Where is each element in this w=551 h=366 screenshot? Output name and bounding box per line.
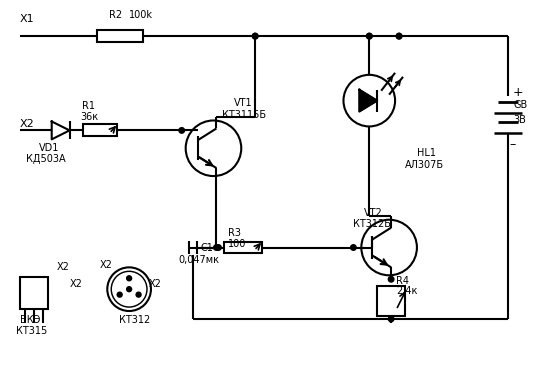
Text: 3В: 3В bbox=[513, 115, 526, 124]
Text: R3: R3 bbox=[228, 228, 241, 238]
Text: Х2: Х2 bbox=[149, 279, 162, 289]
Circle shape bbox=[127, 287, 132, 292]
Circle shape bbox=[350, 245, 356, 250]
Circle shape bbox=[179, 128, 185, 133]
Text: R4: R4 bbox=[396, 276, 409, 286]
Text: 0,047мк: 0,047мк bbox=[179, 255, 220, 265]
Text: КТ312Б: КТ312Б bbox=[353, 219, 391, 229]
Circle shape bbox=[366, 33, 372, 39]
Polygon shape bbox=[359, 90, 377, 112]
Text: КТ3115Б: КТ3115Б bbox=[223, 109, 267, 120]
Bar bbox=[224, 242, 262, 254]
Circle shape bbox=[388, 316, 394, 322]
Circle shape bbox=[215, 245, 221, 250]
Text: +: + bbox=[512, 86, 523, 99]
Text: C1: C1 bbox=[201, 243, 213, 253]
Circle shape bbox=[388, 276, 394, 282]
Text: АЛ307Б: АЛ307Б bbox=[405, 160, 444, 170]
Polygon shape bbox=[52, 122, 69, 139]
Circle shape bbox=[361, 220, 417, 275]
Text: X1: X1 bbox=[20, 14, 35, 24]
Text: –: – bbox=[509, 138, 516, 152]
Text: VT2: VT2 bbox=[364, 208, 383, 218]
Text: HL1: HL1 bbox=[417, 148, 436, 158]
Bar bbox=[377, 286, 405, 316]
Text: 36к: 36к bbox=[80, 112, 99, 122]
Text: КТ315: КТ315 bbox=[16, 326, 47, 336]
Text: КД503А: КД503А bbox=[26, 154, 66, 164]
Bar bbox=[83, 124, 117, 137]
Circle shape bbox=[117, 292, 122, 297]
Circle shape bbox=[252, 33, 258, 39]
Circle shape bbox=[107, 267, 151, 311]
Circle shape bbox=[111, 271, 147, 307]
Text: R1: R1 bbox=[83, 101, 95, 111]
Bar bbox=[20, 277, 48, 309]
Circle shape bbox=[343, 75, 395, 126]
Circle shape bbox=[396, 33, 402, 39]
Circle shape bbox=[396, 33, 402, 39]
Text: Х2: Х2 bbox=[57, 262, 69, 272]
Bar bbox=[98, 30, 143, 42]
Text: Х2: Х2 bbox=[99, 260, 112, 270]
Text: VT1: VT1 bbox=[234, 98, 253, 108]
Text: БКЭ: БКЭ bbox=[20, 315, 40, 325]
Text: Х2: Х2 bbox=[69, 279, 83, 289]
Circle shape bbox=[252, 33, 258, 39]
Circle shape bbox=[136, 292, 141, 297]
Circle shape bbox=[366, 33, 372, 39]
Text: 2,4к: 2,4к bbox=[396, 286, 418, 296]
Circle shape bbox=[214, 245, 219, 250]
Circle shape bbox=[127, 276, 132, 281]
Text: 100: 100 bbox=[228, 239, 247, 249]
Circle shape bbox=[186, 120, 241, 176]
Text: 100k: 100k bbox=[129, 10, 153, 20]
Text: VD1: VD1 bbox=[39, 143, 59, 153]
Text: КТ312: КТ312 bbox=[119, 315, 150, 325]
Text: X2: X2 bbox=[20, 119, 35, 130]
Text: R2: R2 bbox=[109, 10, 122, 20]
Text: GB: GB bbox=[513, 100, 527, 110]
